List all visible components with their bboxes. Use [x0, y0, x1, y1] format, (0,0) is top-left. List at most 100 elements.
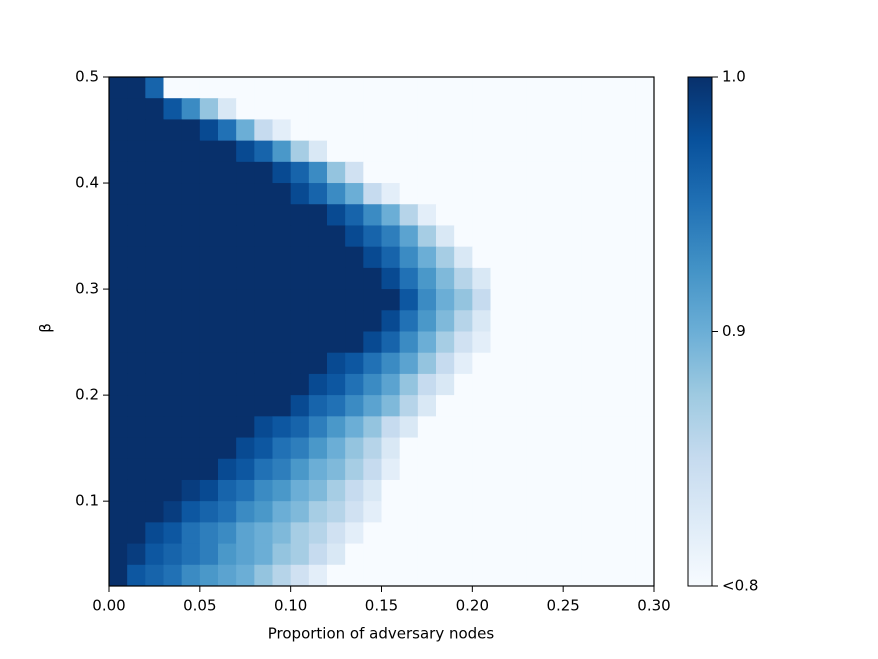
heatmap-cell	[218, 416, 237, 439]
heatmap-cell	[272, 204, 292, 227]
heatmap-cell	[599, 246, 619, 269]
heatmap-cell	[199, 289, 219, 311]
heatmap-cell	[109, 289, 128, 311]
heatmap-cell	[436, 161, 455, 184]
heatmap-cell	[236, 98, 255, 121]
heatmap-cell	[508, 183, 528, 205]
heatmap-cell	[272, 246, 292, 269]
heatmap-cell	[490, 246, 510, 269]
heatmap-cell	[599, 543, 619, 566]
heatmap-cell	[399, 225, 419, 248]
heatmap-cell	[508, 522, 528, 545]
heatmap-cell	[163, 119, 183, 142]
heatmap-cell	[345, 183, 364, 205]
heatmap-cell	[363, 119, 383, 142]
heatmap-cell	[599, 373, 619, 396]
y-tick-label: 0.4	[75, 174, 99, 192]
heatmap-cell	[381, 98, 401, 121]
heatmap-cell	[345, 289, 364, 311]
heatmap-cell	[526, 501, 546, 523]
heatmap-cell	[127, 267, 146, 290]
heatmap-cell	[254, 522, 274, 545]
heatmap-cell	[272, 479, 292, 502]
heatmap-cell	[508, 395, 528, 417]
heatmap-cell	[181, 458, 201, 481]
heatmap-cell	[508, 161, 528, 184]
heatmap-cell	[545, 564, 564, 586]
heatmap-cell	[109, 416, 128, 439]
heatmap-cell	[127, 395, 146, 417]
heatmap-cell	[381, 564, 401, 586]
heatmap-cell	[399, 246, 419, 269]
heatmap-cell	[526, 246, 546, 269]
x-tick-label: 0.15	[365, 597, 398, 615]
heatmap-cell	[436, 543, 455, 566]
heatmap-cell	[327, 183, 346, 205]
heatmap-cell	[472, 140, 492, 163]
heatmap-cell	[545, 310, 564, 333]
heatmap-cell	[254, 225, 274, 248]
heatmap-cell	[490, 501, 510, 523]
heatmap-cell	[454, 564, 473, 586]
heatmap-cell	[381, 416, 401, 439]
heatmap-cell	[545, 77, 564, 99]
heatmap-cell	[399, 77, 419, 99]
heatmap-cell	[145, 543, 165, 566]
heatmap-cell	[308, 331, 328, 354]
heatmap-cell	[436, 479, 455, 502]
heatmap-cell	[381, 183, 401, 205]
heatmap-cell	[218, 437, 237, 460]
heatmap-cell	[417, 501, 437, 523]
heatmap-cell	[308, 395, 328, 417]
heatmap-cell	[145, 204, 165, 227]
heatmap-cell	[199, 204, 219, 227]
heatmap-cell	[363, 331, 383, 354]
heatmap-cell	[218, 267, 237, 290]
heatmap-cell	[109, 161, 128, 184]
heatmap-cell	[163, 77, 183, 99]
heatmap-cell	[563, 161, 582, 184]
heatmap-cell	[381, 225, 401, 248]
heatmap-cell	[436, 310, 455, 333]
heatmap-cell	[363, 267, 383, 290]
heatmap-cell	[454, 119, 473, 142]
heatmap-cell	[145, 267, 165, 290]
heatmap-cell	[163, 331, 183, 354]
heatmap-cell	[635, 119, 654, 142]
heatmap-cell	[617, 225, 637, 248]
heatmap-cell	[109, 352, 128, 375]
heatmap-cell	[508, 437, 528, 460]
heatmap-cell	[236, 267, 255, 290]
heatmap-cell	[454, 352, 473, 375]
heatmap-cell	[199, 373, 219, 396]
heatmap-cell	[163, 183, 183, 205]
heatmap-cell	[508, 246, 528, 269]
heatmap-cell	[417, 331, 437, 354]
heatmap-cell	[617, 267, 637, 290]
heatmap-cell	[436, 564, 455, 586]
heatmap-cell	[617, 140, 637, 163]
heatmap-cell	[381, 310, 401, 333]
heatmap-cell	[218, 98, 237, 121]
heatmap-cell	[272, 183, 292, 205]
heatmap-cell	[454, 161, 473, 184]
heatmap-cell	[109, 267, 128, 290]
heatmap-cell	[145, 395, 165, 417]
heatmap-cell	[599, 267, 619, 290]
heatmap-cell	[635, 416, 654, 439]
heatmap-cell	[127, 416, 146, 439]
heatmap-cell	[526, 458, 546, 481]
heatmap-cell	[163, 479, 183, 502]
heatmap-cell	[290, 395, 310, 417]
heatmap-cell	[399, 522, 419, 545]
heatmap-cell	[563, 331, 582, 354]
heatmap-cell	[490, 458, 510, 481]
heatmap-cell	[617, 352, 637, 375]
heatmap-cell	[526, 204, 546, 227]
heatmap-cell	[599, 98, 619, 121]
heatmap-cell	[127, 98, 146, 121]
heatmap-cell	[181, 246, 201, 269]
heatmap-cell	[345, 564, 364, 586]
heatmap-cell	[454, 183, 473, 205]
